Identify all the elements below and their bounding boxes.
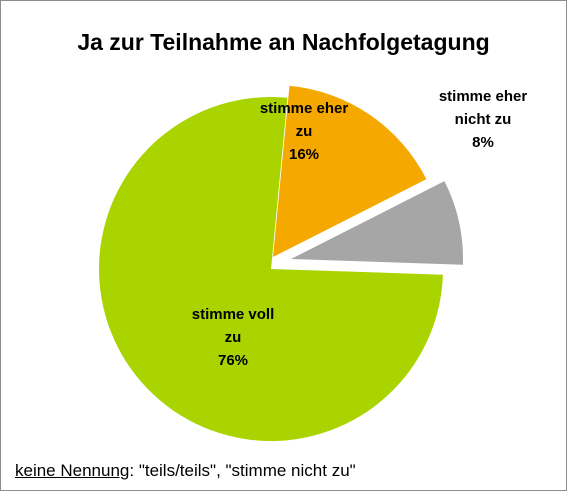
slice-label-line: 16% bbox=[289, 146, 319, 163]
slice-label-line: stimme voll bbox=[192, 306, 275, 323]
slice-label-line: nicht zu bbox=[455, 111, 512, 128]
slice-label-line: 8% bbox=[472, 134, 494, 151]
pie-slice-2 bbox=[291, 181, 464, 265]
pie-slice-1 bbox=[273, 85, 427, 257]
slice-label-line: zu bbox=[225, 329, 242, 346]
slice-label-line: zu bbox=[296, 123, 313, 140]
slice-label-0: stimme voll zu 76% bbox=[192, 306, 275, 369]
chart-title: Ja zur Teilnahme an Nachfolgetagung bbox=[77, 29, 490, 55]
slice-label-line: stimme eher bbox=[260, 100, 349, 117]
slice-label-1: stimme eher zu 16% bbox=[260, 100, 349, 163]
footnote-label: keine Nennung bbox=[15, 461, 130, 480]
slice-label-2: stimme eher nicht zu 8% bbox=[439, 88, 528, 151]
pie-slice-0 bbox=[99, 96, 443, 441]
footnote: keine Nennung: "teils/teils", "stimme ni… bbox=[15, 461, 356, 481]
slice-label-line: 76% bbox=[218, 352, 248, 369]
footnote-text: : "teils/teils", "stimme nicht zu" bbox=[129, 461, 356, 480]
slice-label-line: stimme eher bbox=[439, 88, 528, 105]
